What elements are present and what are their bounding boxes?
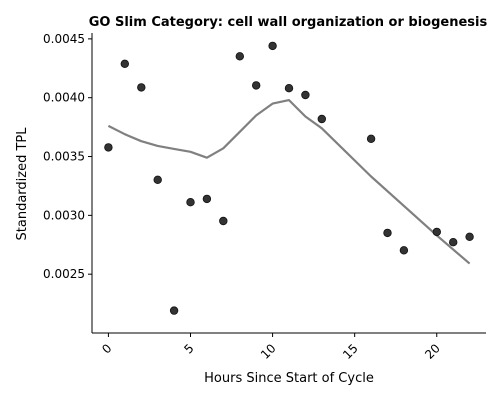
y-tick-label: 0.0040 [43, 91, 85, 105]
y-axis-label: Standardized TPL [15, 127, 30, 241]
data-point [137, 83, 146, 92]
data-point [235, 52, 244, 61]
data-point [219, 216, 228, 226]
chart-title: GO Slim Category: cell wall organization… [89, 15, 488, 30]
data-point [432, 227, 441, 237]
data-point [153, 175, 162, 184]
trend-line [107, 98, 471, 265]
x-tick-label: 20 [422, 341, 443, 362]
data-point [202, 194, 212, 204]
data-point [268, 41, 277, 51]
x-tick-label: 0 [99, 341, 114, 356]
data-point [366, 134, 376, 143]
x-axis-label: Hours Since Start of Cycle [204, 371, 374, 386]
x-tick-label: 5 [181, 341, 196, 356]
data-point [169, 306, 179, 315]
data-point [301, 90, 310, 100]
y-tick-label: 0.0030 [43, 208, 85, 222]
x-tick-label: 10 [258, 341, 279, 362]
data-point [284, 83, 294, 93]
data-point [252, 81, 261, 90]
x-tick-label: 15 [340, 341, 361, 362]
data-point [465, 232, 474, 241]
x-ticks: 0 5 10 15 20 [99, 333, 443, 362]
y-tick-label: 0.0035 [43, 150, 85, 164]
y-ticks: 0.0025 0.0030 0.0035 0.0040 0.0045 [43, 32, 92, 281]
data-point [317, 114, 326, 124]
data-point [383, 228, 392, 238]
data-point [120, 59, 129, 68]
data-point [449, 237, 458, 247]
data-point [186, 197, 195, 207]
y-tick-label: 0.0045 [43, 32, 85, 46]
data-point [104, 143, 113, 152]
y-tick-label: 0.0025 [43, 267, 85, 281]
data-point [399, 246, 409, 255]
plot-area [104, 41, 474, 315]
